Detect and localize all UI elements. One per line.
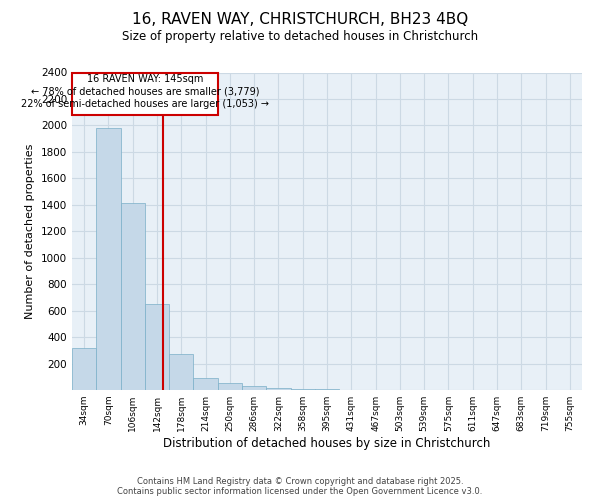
Y-axis label: Number of detached properties: Number of detached properties — [25, 144, 35, 319]
Text: Size of property relative to detached houses in Christchurch: Size of property relative to detached ho… — [122, 30, 478, 43]
Text: ← 78% of detached houses are smaller (3,779): ← 78% of detached houses are smaller (3,… — [31, 87, 259, 97]
Bar — [242, 386, 266, 390]
Bar — [96, 128, 121, 390]
Bar — [121, 203, 145, 390]
Text: Contains public sector information licensed under the Open Government Licence v3: Contains public sector information licen… — [118, 488, 482, 496]
Bar — [193, 378, 218, 390]
Text: Contains HM Land Registry data © Crown copyright and database right 2025.: Contains HM Land Registry data © Crown c… — [137, 478, 463, 486]
Bar — [266, 388, 290, 390]
Bar — [218, 382, 242, 390]
Bar — [169, 354, 193, 390]
X-axis label: Distribution of detached houses by size in Christchurch: Distribution of detached houses by size … — [163, 437, 491, 450]
Text: 16 RAVEN WAY: 145sqm: 16 RAVEN WAY: 145sqm — [86, 74, 203, 85]
FancyBboxPatch shape — [72, 72, 218, 116]
Text: 16, RAVEN WAY, CHRISTCHURCH, BH23 4BQ: 16, RAVEN WAY, CHRISTCHURCH, BH23 4BQ — [132, 12, 468, 28]
Text: 22% of semi-detached houses are larger (1,053) →: 22% of semi-detached houses are larger (… — [21, 99, 269, 109]
Bar — [145, 304, 169, 390]
Bar — [290, 389, 315, 390]
Bar — [72, 348, 96, 390]
